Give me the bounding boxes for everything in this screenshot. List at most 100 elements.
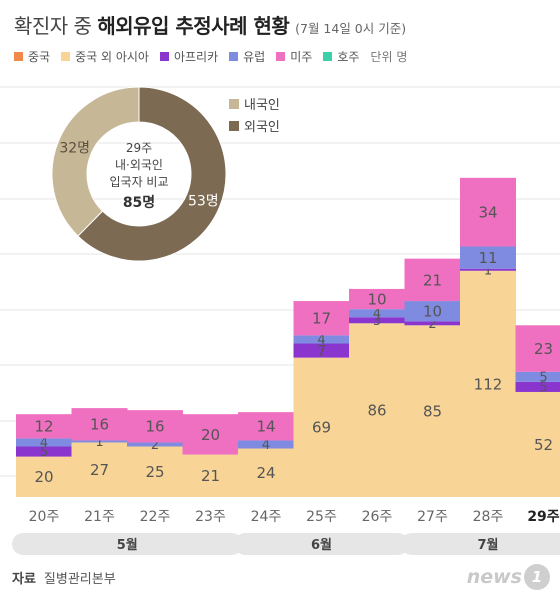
data-label: 20 [201, 426, 220, 444]
data-label: 24 [256, 464, 275, 482]
bar-segment [16, 446, 72, 457]
data-label: 20 [34, 468, 53, 486]
legend-swatch [276, 52, 286, 61]
donut-value-label: 53명 [188, 193, 219, 209]
donut-value-label: 32명 [59, 141, 90, 157]
legend-item-australia: 호주 [323, 48, 359, 65]
legend-swatch [61, 52, 71, 61]
bar-segment [127, 442, 183, 447]
bar-segment [293, 357, 350, 497]
bar-segment [460, 270, 516, 497]
data-label: 4 [262, 438, 270, 453]
bar-segment [515, 381, 560, 392]
data-label: 14 [256, 418, 275, 436]
data-label: 112 [474, 375, 503, 393]
title-main: 해외유입 추정사례 현황 [97, 14, 290, 38]
legend: 중국 중국 외 아시아 아프리카 유럽 미주 호주 단위 명 [14, 48, 407, 65]
data-label: 34 [478, 204, 497, 222]
bar-segment [16, 438, 72, 447]
data-label: 4 [40, 436, 48, 451]
bar-segment [293, 301, 350, 336]
bar-segment [71, 408, 128, 441]
bar-segment [238, 448, 294, 497]
bar-segment [238, 412, 294, 441]
donut-center-total: 85명 [123, 194, 155, 211]
bar-segment [71, 442, 128, 497]
title-note: (7월 14일 0시 기준) [295, 21, 407, 36]
data-label: 27 [90, 461, 109, 479]
x-tick-label: 28주 [473, 509, 504, 525]
bar-segment [16, 414, 72, 439]
x-tick-label: 20주 [29, 509, 60, 525]
data-label: 25 [145, 463, 164, 481]
data-label: 10 [367, 290, 386, 308]
data-label: 5 [539, 381, 547, 396]
donut-legend-label: 외국인 [244, 120, 280, 135]
title-prefix: 확진자 중 [14, 14, 98, 38]
legend-label: 호주 [337, 50, 360, 64]
bar-segment [404, 321, 461, 326]
source: 자료 질병관리본부 [12, 568, 116, 587]
month-pill [400, 533, 560, 555]
x-tick-label: 25주 [306, 509, 337, 525]
legend-swatch [323, 52, 333, 61]
data-label: 2 [428, 317, 436, 332]
legend-label: 유럽 [243, 50, 266, 64]
x-tick-label: 24주 [251, 509, 282, 525]
legend-swatch [159, 52, 169, 61]
x-tick-label: 26주 [362, 509, 393, 525]
donut-center-text: 29주 [126, 141, 152, 155]
legend-label: 중국 외 아시아 [75, 50, 149, 64]
bar-segment [515, 371, 560, 382]
bar-segment [515, 391, 560, 497]
bar-segment [404, 325, 461, 497]
legend-label: 중국 [28, 50, 51, 64]
legend-label: 아프리카 [173, 50, 219, 64]
bar-segment [404, 258, 461, 302]
bar-segment [515, 325, 560, 372]
data-label: 1 [95, 435, 103, 450]
data-label: 21 [423, 271, 442, 289]
bar-segment [404, 301, 461, 322]
data-label: 52 [534, 436, 553, 454]
month-pill [12, 533, 243, 555]
data-label: 4 [373, 307, 381, 322]
logo-mark: 1 [524, 564, 550, 590]
data-label: 5 [539, 370, 547, 385]
legend-swatch [229, 52, 239, 61]
month-pill [234, 533, 409, 555]
bar-segment [460, 177, 516, 247]
donut-legend-label: 내국인 [244, 98, 280, 113]
x-tick-label: 27주 [417, 509, 448, 525]
donut-legend-swatch [229, 121, 239, 131]
unit-label: 단위 명 [370, 50, 408, 64]
data-label: 7 [317, 342, 327, 360]
bar-segment [71, 440, 128, 443]
data-label: 10 [423, 303, 442, 321]
data-label: 2 [151, 438, 159, 453]
data-label: 1 [484, 263, 492, 278]
donut-center-text: 입국자 비교 [109, 175, 168, 189]
data-label: 85 [423, 403, 442, 421]
source-label: 자료 [12, 572, 36, 587]
bar-segment [349, 323, 405, 497]
donut-center-text: 내·외국인 [115, 158, 163, 172]
data-label: 11 [478, 249, 497, 267]
bar-segment [349, 317, 405, 324]
data-label: 3 [373, 314, 381, 329]
data-label: 69 [312, 419, 331, 437]
data-label: 5 [40, 445, 48, 460]
bar-segment [127, 446, 183, 497]
legend-item-americas: 미주 [276, 48, 312, 65]
logo-text: news [466, 566, 522, 588]
bar-segment [349, 309, 405, 318]
bar-segment [182, 454, 239, 497]
x-tick-label: 29주 [527, 509, 559, 525]
bar-segment [238, 440, 294, 449]
legend-label: 미주 [290, 50, 313, 64]
x-tick-label: 21주 [84, 509, 115, 525]
legend-swatch [14, 52, 23, 61]
legend-item-africa: 아프리카 [159, 48, 219, 65]
donut-slice [51, 86, 140, 237]
